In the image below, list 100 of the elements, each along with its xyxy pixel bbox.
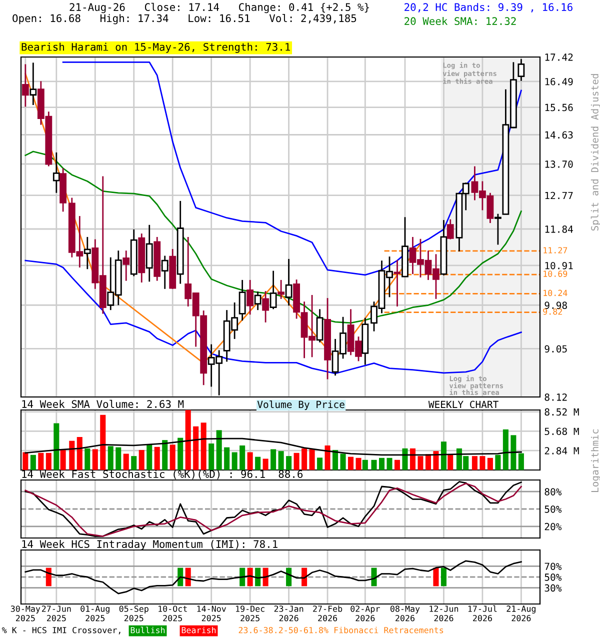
- chart-title: 14 Week Fast Stochastic (%K)(%D) : 96.1 88.6: [22, 470, 303, 480]
- candlestick: [494, 213, 502, 246]
- y-tick-label: 12.77: [545, 192, 573, 200]
- bar: [448, 454, 454, 470]
- candlestick: [394, 259, 401, 308]
- bar: [54, 423, 60, 470]
- bar: [76, 436, 82, 470]
- x-tick-label: 27-Jun 2025: [42, 606, 71, 622]
- bar: [518, 453, 524, 470]
- bar: [193, 426, 199, 470]
- y-tick-label: 10.91: [545, 262, 573, 270]
- y-tick-label: 17.42: [545, 54, 573, 61]
- candlestick: [278, 279, 285, 300]
- bar: [294, 452, 300, 470]
- bar: [502, 429, 508, 470]
- candlestick: [316, 308, 324, 344]
- ref-line-label: 11.27: [544, 247, 568, 254]
- bar: [440, 442, 446, 470]
- bar: [510, 435, 516, 470]
- bar: [46, 452, 52, 470]
- candlestick: [22, 64, 29, 108]
- bar: [154, 446, 160, 470]
- bar: [362, 460, 368, 470]
- ref-line-label: 10.69: [544, 270, 568, 277]
- bar: [92, 449, 98, 470]
- bar: [402, 448, 408, 470]
- bar: [332, 450, 338, 470]
- y-tick-label: 11.84: [545, 226, 573, 233]
- x-tick-label: 21-Aug 2026: [506, 606, 536, 622]
- y-tick-label: 16.49: [545, 78, 573, 86]
- x-tick-label: 01-Aug 2025: [80, 606, 110, 622]
- bar: [208, 443, 214, 470]
- candlestick: [84, 236, 91, 270]
- bar: [433, 451, 439, 470]
- annotation: Volume By Price: [257, 400, 344, 410]
- line-series: [24, 260, 522, 374]
- x-tick-label: 10-Oct 2025: [158, 606, 187, 622]
- candlestick: [285, 258, 292, 306]
- candlestick: [146, 224, 153, 282]
- candlestick: [122, 250, 130, 282]
- x-tick-label: 02-Apr 2026: [350, 606, 380, 622]
- y-tick-label: 50%: [544, 574, 562, 581]
- text: Bearish: [182, 626, 216, 634]
- bar: [247, 452, 253, 470]
- candlestick: [270, 270, 277, 310]
- x-tick-label: 23-Jan 2026: [274, 606, 304, 622]
- bar: [472, 456, 478, 470]
- y-tick-label: 13.70: [545, 160, 573, 168]
- bar: [425, 454, 431, 470]
- bar: [302, 448, 308, 470]
- bar: [394, 460, 400, 470]
- y-tick-label: 80%: [544, 488, 562, 496]
- bar: [378, 458, 385, 470]
- bar: [224, 447, 230, 470]
- text: Bullish: [130, 626, 165, 634]
- text: 20 Week SMA: 12.32: [404, 16, 516, 26]
- bar: [60, 449, 66, 470]
- bar: [131, 456, 137, 470]
- bar: [185, 410, 191, 470]
- bar: [340, 454, 346, 470]
- ref-line-label: 10.24: [544, 290, 568, 296]
- bar: [162, 440, 168, 470]
- bar: [22, 452, 28, 470]
- x-tick-label: 08-May 2026: [390, 606, 420, 622]
- x-tick-label: 19-Dec 2025: [236, 606, 264, 622]
- bar: [240, 445, 246, 470]
- bar: [69, 440, 75, 470]
- bar: [216, 430, 222, 470]
- candlestick: [262, 290, 270, 324]
- text: Open: 16.68 High: 17.34 Low: 16.51 Vol: 2,439,185: [12, 14, 356, 24]
- bar: [200, 422, 206, 470]
- bar: [348, 456, 354, 470]
- bar: [278, 451, 284, 470]
- line-series: [62, 61, 522, 276]
- bar: [178, 438, 184, 470]
- bar: [38, 452, 44, 470]
- bar: [487, 458, 493, 470]
- bar: [317, 458, 323, 470]
- candlestick: [30, 62, 37, 106]
- bar: [324, 445, 330, 470]
- y-tick-label: 9.98: [544, 302, 567, 309]
- y-tick-label: 70%: [544, 562, 562, 570]
- bar: [116, 447, 122, 470]
- y-tick-label: 20%: [544, 522, 562, 530]
- bar: [418, 456, 424, 470]
- text: % K - HCS IMI Crossover,: [2, 626, 120, 634]
- y-tick-label: 8.52 M: [544, 408, 579, 416]
- text: Logarithmic: [591, 429, 600, 492]
- candlestick: [446, 218, 454, 240]
- text: WEEKLY CHART: [428, 400, 498, 408]
- bar: [386, 458, 392, 470]
- chart-title: 14 Week SMA Volume: 2.63 M: [22, 400, 184, 408]
- line-series: [24, 438, 522, 456]
- x-tick-label: 17-Jul 2026: [468, 605, 497, 622]
- bar: [309, 449, 315, 470]
- bar: [108, 446, 114, 470]
- bar: [410, 448, 416, 470]
- x-tick-label: 14-Nov 2025: [197, 606, 226, 622]
- bar: [371, 460, 377, 470]
- ref-line-label: 9.82: [543, 308, 562, 315]
